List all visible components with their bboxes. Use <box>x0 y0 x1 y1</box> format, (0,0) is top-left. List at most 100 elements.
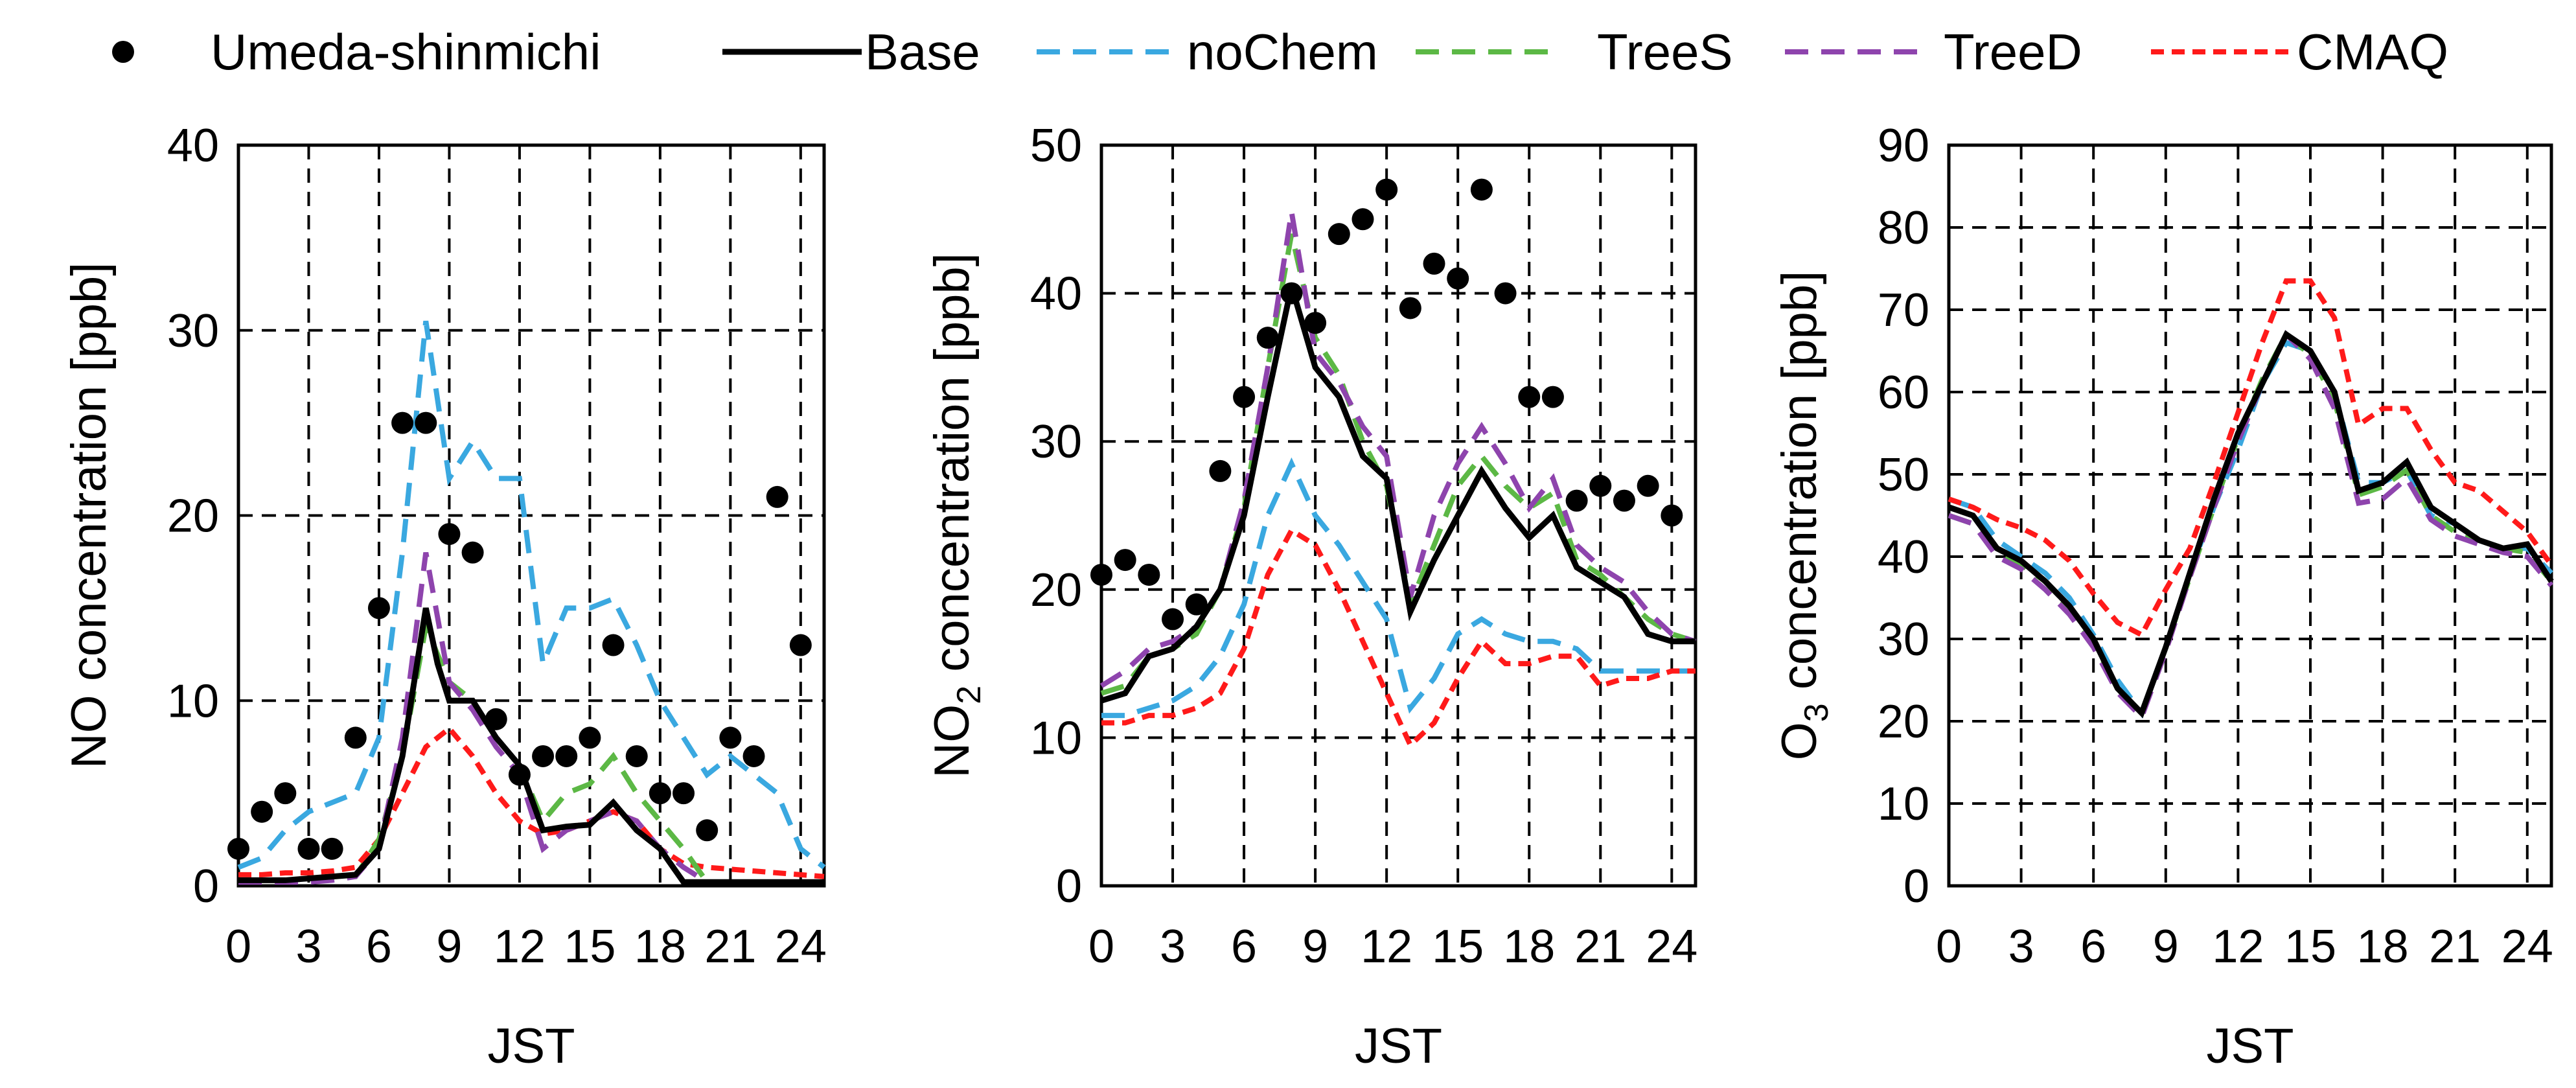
obs-point <box>1661 504 1683 527</box>
x-tick-label: 18 <box>1503 921 1555 973</box>
series-line-nochem <box>237 320 826 870</box>
x-tick-label: 0 <box>1088 921 1114 973</box>
obs-point <box>274 782 297 805</box>
y-axis-label-text: concentration [ppb] <box>925 253 980 686</box>
y-axis-label-text: NO <box>925 704 980 778</box>
x-tick-label: 9 <box>436 921 462 973</box>
obs-point <box>1399 297 1421 319</box>
obs-point <box>742 745 765 767</box>
obs-point <box>1090 563 1112 586</box>
legend-item-nochem: noChem <box>1037 23 1378 80</box>
series-line-treed <box>1948 330 2554 722</box>
x-tick-label: 6 <box>366 921 392 973</box>
series-group <box>237 320 826 885</box>
obs-point <box>251 800 273 823</box>
obs-point <box>297 837 320 860</box>
obs-point <box>602 634 625 656</box>
x-tick-label: 15 <box>1432 921 1484 973</box>
y-axis-label: NO concentration [ppb] <box>62 262 117 769</box>
y-axis-label-text: NO concentration [ppb] <box>62 262 117 769</box>
x-tick-label: 9 <box>2153 921 2179 973</box>
series-line-treed <box>1099 211 1697 688</box>
obs-point <box>1256 327 1279 349</box>
obs-point <box>1185 593 1208 616</box>
x-tick-label: 0 <box>225 921 251 973</box>
y-tick-label: 40 <box>167 120 219 172</box>
y-tick-label: 40 <box>1030 268 1082 320</box>
obs-point <box>1494 282 1517 305</box>
obs-point <box>1304 312 1327 334</box>
x-tick-label: 12 <box>2212 921 2264 973</box>
obs-point <box>1328 223 1350 246</box>
obs-point <box>1162 608 1184 631</box>
obs-point <box>625 745 648 767</box>
obs-point <box>508 763 531 786</box>
obs-point <box>415 411 437 434</box>
legend-marker-obs <box>112 41 134 63</box>
series-line-nochem <box>1101 457 1696 719</box>
y-tick-label: 20 <box>1878 696 1929 748</box>
series-line-cmaq <box>1101 526 1696 750</box>
obs-point <box>579 726 601 749</box>
x-tick-label: 3 <box>2008 921 2034 973</box>
plot-frame <box>236 143 826 888</box>
obs-point <box>321 837 343 860</box>
legend-label-base: Base <box>865 23 980 80</box>
y-tick-label: 30 <box>167 305 219 357</box>
y-tick-label: 70 <box>1878 284 1929 336</box>
y-tick-label: 30 <box>1878 614 1929 666</box>
series-line-cmaq <box>238 724 825 879</box>
y-tick-label: 10 <box>1878 778 1929 830</box>
y-tick-label: 20 <box>1030 564 1082 616</box>
y-axis-label-text: concentration [ppb] <box>1772 271 1827 704</box>
x-tick-label: 0 <box>1936 921 1962 973</box>
y-axis-label-text: O <box>1772 722 1827 760</box>
x-tick-label: 6 <box>2080 921 2106 973</box>
y-tick-label: 30 <box>1030 416 1082 468</box>
series-line-base <box>1948 330 2554 719</box>
x-tick-label: 12 <box>1361 921 1412 973</box>
legend-label-nochem: noChem <box>1187 23 1378 80</box>
y-tick-label: 50 <box>1030 120 1082 172</box>
legend-item-obs: Umeda-shinmichi <box>112 23 601 80</box>
obs-point <box>766 485 788 508</box>
x-tick-label: 24 <box>2501 921 2553 973</box>
observation-points <box>227 411 812 860</box>
obs-point <box>227 837 249 860</box>
obs-point <box>789 634 812 656</box>
x-axis-label: JST <box>1355 1019 1442 1074</box>
obs-point <box>719 726 742 749</box>
series-line-trees <box>1100 233 1697 696</box>
x-tick-label: 12 <box>494 921 546 973</box>
series-line-base <box>1100 284 1696 704</box>
obs-point <box>485 708 507 730</box>
obs-point <box>1470 178 1493 201</box>
y-tick-label: 10 <box>167 675 219 727</box>
legend-label-trees: TreeS <box>1597 23 1733 80</box>
y-tick-label: 90 <box>1878 120 1929 172</box>
obs-point <box>1138 563 1160 586</box>
obs-point <box>438 523 461 546</box>
obs-point <box>1637 474 1659 497</box>
x-axis-label: JST <box>487 1019 575 1074</box>
obs-point <box>1589 474 1612 497</box>
obs-point <box>1233 386 1256 408</box>
x-tick-label: 21 <box>2429 921 2481 973</box>
series-group <box>1948 278 2554 722</box>
x-tick-label: 9 <box>1302 921 1328 973</box>
y-axis-label: O3 concentration [ppb] <box>1772 271 1835 761</box>
legend-label-cmaq: CMAQ <box>2297 23 2448 80</box>
x-tick-label: 18 <box>2357 921 2409 973</box>
legend-item-trees: TreeS <box>1416 23 1733 80</box>
obs-point <box>1375 178 1398 201</box>
y-tick-label: 0 <box>1903 861 1929 912</box>
plot-frame <box>1947 143 2553 888</box>
obs-point <box>1541 386 1564 408</box>
obs-point <box>1613 489 1635 512</box>
series-line-trees <box>1948 330 2554 718</box>
legend: Umeda-shinmichi Base noChem TreeS TreeD CMAQ <box>112 23 2448 80</box>
series-group <box>1099 211 1697 750</box>
obs-point <box>461 541 484 564</box>
y-axis-label: NO2 concentration [ppb] <box>925 253 988 778</box>
